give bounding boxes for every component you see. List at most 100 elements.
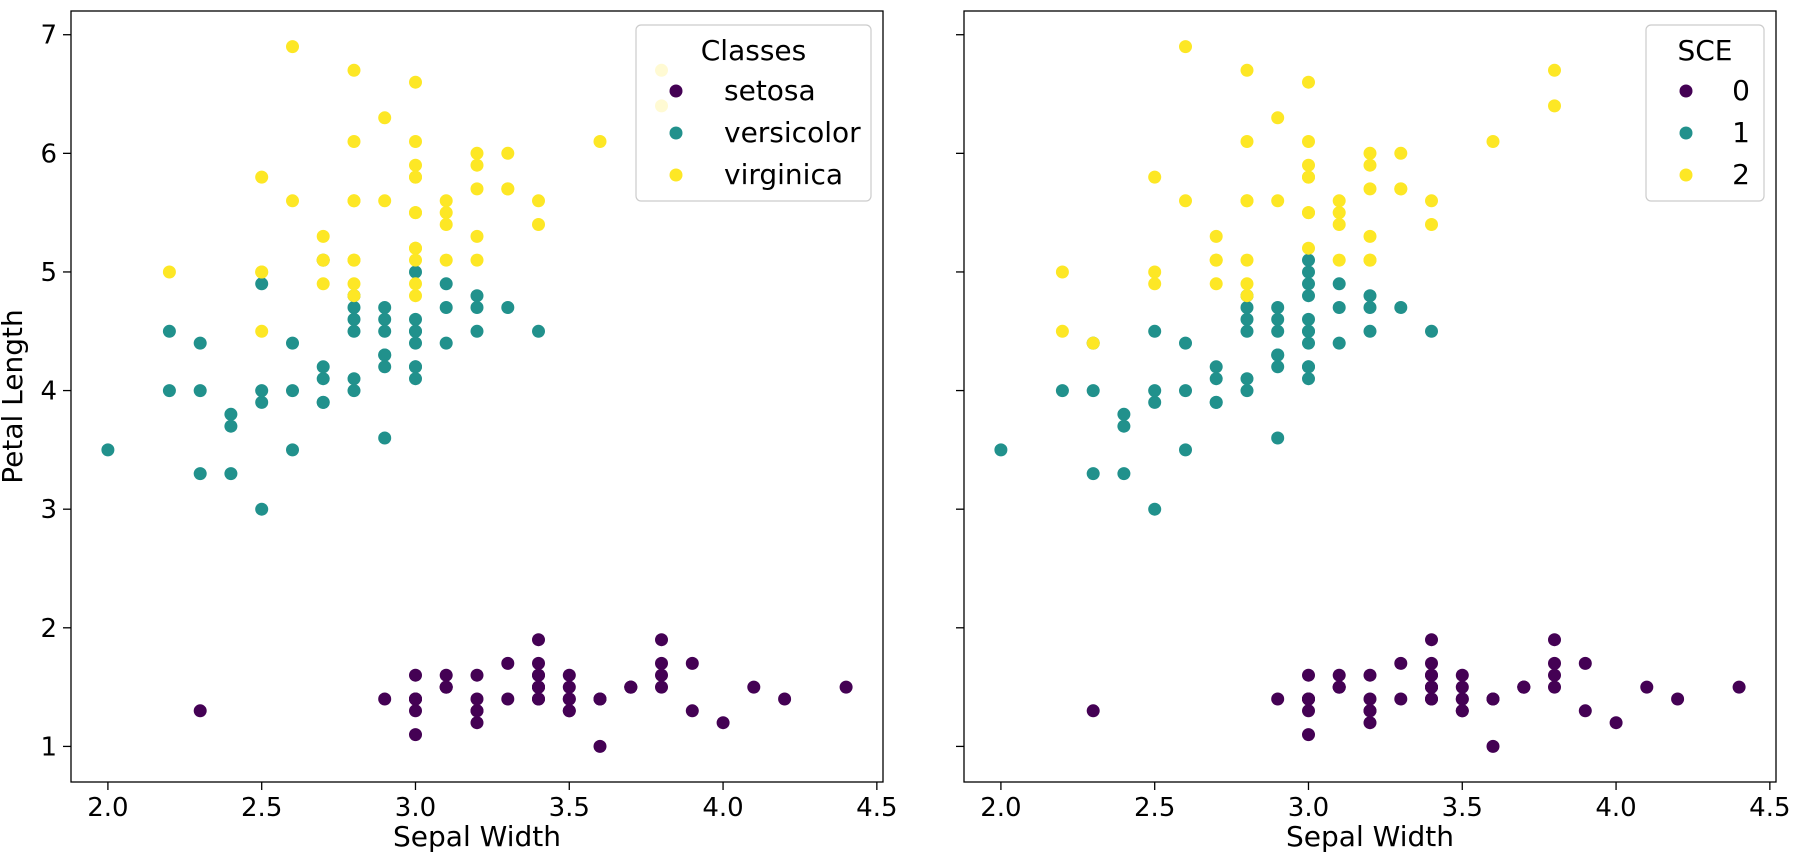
data-point-0-42 bbox=[1363, 704, 1377, 718]
data-point-virginica-47 bbox=[409, 241, 422, 255]
data-point-1-0 bbox=[1363, 301, 1377, 314]
data-point-virginica-48 bbox=[532, 218, 545, 231]
data-point-1-42 bbox=[1302, 360, 1315, 374]
data-point-virginica-16 bbox=[409, 206, 422, 220]
data-point-virginica-49 bbox=[409, 253, 422, 267]
data-point-1-49 bbox=[1302, 277, 1315, 291]
data-point-2-36 bbox=[1332, 194, 1346, 208]
data-point-versicolor-22 bbox=[255, 277, 269, 291]
data-point-virginica-6 bbox=[255, 324, 269, 338]
data-point-virginica-10 bbox=[470, 253, 484, 267]
data-point-1-43 bbox=[1271, 360, 1285, 374]
scatter-panel-1: 2.0 2.5 3.0 3.5 4.0 4.5 1 2 3 4 5 6 7 Sepal Width Peta… bbox=[0, 10, 898, 853]
legend: Classes setosa versicolor virginica bbox=[635, 24, 872, 202]
data-point-1-6 bbox=[1394, 301, 1408, 314]
data-point-2-13 bbox=[1240, 253, 1254, 267]
y-tick-label: 1 bbox=[40, 732, 57, 762]
data-point-0-15 bbox=[1732, 680, 1746, 694]
data-point-1-45 bbox=[1148, 502, 1162, 516]
data-point-setosa-27 bbox=[562, 680, 576, 694]
data-point-setosa-43 bbox=[562, 668, 576, 682]
data-point-1-5 bbox=[1240, 324, 1254, 338]
data-point-2-7 bbox=[1148, 170, 1162, 184]
legend-marker-2 bbox=[1679, 168, 1693, 182]
data-point-versicolor-43 bbox=[193, 467, 207, 481]
y-tick-label: 4 bbox=[40, 377, 57, 407]
data-point-versicolor-0 bbox=[470, 301, 484, 314]
data-point-versicolor-2 bbox=[439, 277, 453, 291]
data-point-0-35 bbox=[1363, 716, 1377, 730]
legend-marker-0 bbox=[1679, 84, 1693, 98]
data-point-versicolor-40 bbox=[286, 336, 299, 350]
x-tick-label: 4.5 bbox=[1749, 793, 1790, 823]
data-point-versicolor-30 bbox=[224, 407, 238, 421]
data-point-2-34 bbox=[1332, 206, 1346, 220]
data-point-virginica-21 bbox=[347, 277, 361, 291]
data-point-virginica-27 bbox=[409, 277, 422, 291]
data-point-1-7 bbox=[1117, 467, 1131, 481]
data-point-2-31 bbox=[1179, 194, 1192, 208]
data-point-1-8 bbox=[1271, 312, 1285, 326]
data-point-2-22 bbox=[1209, 277, 1223, 291]
data-point-0-5 bbox=[1578, 656, 1592, 670]
data-point-versicolor-7 bbox=[224, 467, 238, 481]
data-point-setosa-8 bbox=[378, 692, 392, 706]
data-point-2-40 bbox=[1394, 182, 1408, 196]
data-point-versicolor-42 bbox=[286, 384, 299, 398]
data-point-virginica-11 bbox=[316, 229, 330, 243]
data-point-virginica-19 bbox=[162, 265, 176, 279]
data-point-1-41 bbox=[1209, 360, 1223, 374]
data-point-1-25 bbox=[1302, 265, 1315, 279]
data-point-setosa-49 bbox=[501, 692, 515, 706]
data-point-0-14 bbox=[1609, 716, 1623, 730]
data-point-setosa-20 bbox=[532, 656, 545, 670]
y-tick-label: 7 bbox=[40, 21, 57, 51]
data-point-1-40 bbox=[1086, 467, 1100, 481]
data-point-1-19 bbox=[1363, 289, 1377, 303]
data-point-0-23 bbox=[1394, 656, 1408, 670]
data-point-0-27 bbox=[1455, 680, 1469, 694]
data-point-1-37 bbox=[1179, 336, 1192, 350]
legend-label-2: 2 bbox=[1732, 158, 1750, 191]
data-point-setosa-34 bbox=[439, 680, 453, 694]
data-point-versicolor-31 bbox=[224, 419, 238, 433]
data-point-0-48 bbox=[1517, 680, 1531, 694]
data-point-1-33 bbox=[1332, 301, 1346, 314]
data-point-versicolor-35 bbox=[532, 324, 545, 338]
data-point-2-8 bbox=[1486, 135, 1500, 148]
data-point-2-45 bbox=[1086, 336, 1100, 350]
data-point-virginica-43 bbox=[470, 158, 484, 172]
data-point-2-20 bbox=[1240, 277, 1254, 291]
data-point-0-46 bbox=[1548, 668, 1561, 682]
data-point-setosa-22 bbox=[593, 739, 607, 753]
data-point-virginica-30 bbox=[347, 135, 361, 148]
data-point-1-48 bbox=[1302, 289, 1315, 303]
data-point-virginica-20 bbox=[470, 182, 484, 196]
data-point-0-43 bbox=[1455, 668, 1469, 682]
data-point-setosa-38 bbox=[409, 704, 422, 718]
y-tick-label: 3 bbox=[40, 495, 57, 525]
data-point-0-24 bbox=[1425, 633, 1438, 647]
data-point-virginica-32 bbox=[347, 194, 361, 208]
data-point-versicolor-41 bbox=[409, 312, 422, 326]
y-tick-label: 2 bbox=[40, 614, 57, 644]
legend-label-virginica: virginica bbox=[724, 158, 843, 191]
data-point-0-40 bbox=[1455, 704, 1469, 718]
data-point-1-10 bbox=[994, 443, 1008, 457]
data-point-2-18 bbox=[1055, 265, 1069, 279]
data-point-virginica-44 bbox=[501, 182, 515, 196]
data-point-setosa-32 bbox=[747, 680, 761, 694]
data-point-virginica-3 bbox=[378, 194, 392, 208]
data-point-setosa-24 bbox=[532, 633, 545, 647]
plot-frame bbox=[70, 10, 884, 783]
data-point-virginica-7 bbox=[378, 111, 392, 125]
data-point-setosa-14 bbox=[716, 716, 730, 730]
data-point-virginica-25 bbox=[470, 146, 484, 160]
x-tick-label: 4.5 bbox=[856, 793, 897, 823]
data-point-0-18 bbox=[1548, 656, 1561, 670]
data-point-setosa-13 bbox=[409, 728, 422, 742]
data-point-2-24 bbox=[1363, 146, 1377, 160]
data-point-1-1 bbox=[1363, 324, 1377, 338]
